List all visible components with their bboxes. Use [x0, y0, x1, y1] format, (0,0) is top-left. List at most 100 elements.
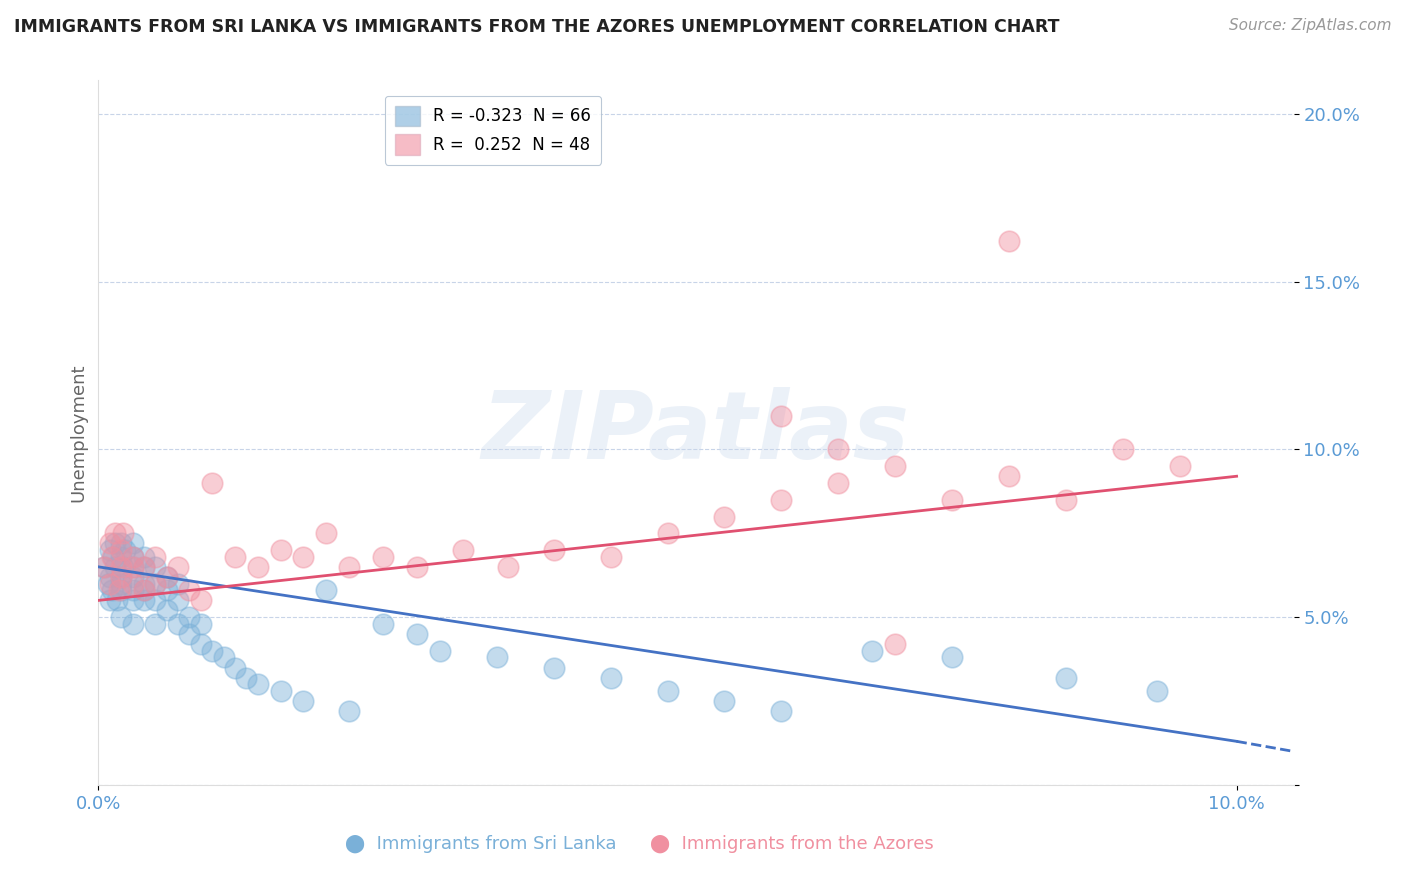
- Point: [156, 583, 179, 598]
- Point: [884, 459, 907, 474]
- Point: [143, 576, 166, 591]
- Point: [114, 543, 136, 558]
- Point: [110, 559, 132, 574]
- Point: [429, 644, 451, 658]
- Point: [121, 593, 143, 607]
- Point: [485, 650, 508, 665]
- Point: [132, 559, 155, 574]
- Point: [201, 644, 224, 658]
- Point: [167, 593, 190, 607]
- Point: [121, 570, 143, 584]
- Point: [98, 570, 121, 584]
- Point: [110, 536, 132, 550]
- Point: [406, 559, 429, 574]
- Point: [270, 684, 292, 698]
- Point: [337, 704, 360, 718]
- Point: [998, 469, 1021, 483]
- Point: [770, 492, 793, 507]
- Point: [713, 509, 735, 524]
- Point: [156, 570, 179, 584]
- Point: [599, 671, 621, 685]
- Point: [121, 583, 143, 598]
- Point: [246, 677, 269, 691]
- Point: [167, 559, 190, 574]
- Point: [1054, 492, 1077, 507]
- Point: [132, 583, 155, 598]
- Point: [292, 549, 315, 564]
- Point: [121, 559, 143, 574]
- Point: [371, 549, 394, 564]
- Point: [543, 543, 565, 558]
- Point: [224, 660, 246, 674]
- Point: [167, 616, 190, 631]
- Point: [143, 576, 166, 591]
- Point: [98, 536, 121, 550]
- Point: [190, 637, 212, 651]
- Point: [292, 694, 315, 708]
- Point: [1168, 459, 1191, 474]
- Point: [98, 543, 121, 558]
- Y-axis label: Unemployment: Unemployment: [69, 363, 87, 502]
- Point: [143, 549, 166, 564]
- Point: [246, 559, 269, 574]
- Point: [121, 576, 143, 591]
- Point: [212, 650, 235, 665]
- Point: [110, 570, 132, 584]
- Point: [93, 559, 115, 574]
- Point: [156, 603, 179, 617]
- Point: [371, 616, 394, 631]
- Point: [496, 559, 519, 574]
- Text: ⬤  Immigrants from the Azores: ⬤ Immigrants from the Azores: [650, 834, 934, 853]
- Point: [143, 559, 166, 574]
- Point: [315, 583, 337, 598]
- Point: [770, 704, 793, 718]
- Point: [112, 526, 135, 541]
- Point: [156, 570, 179, 584]
- Point: [110, 543, 132, 558]
- Point: [132, 559, 155, 574]
- Point: [827, 475, 849, 490]
- Point: [108, 583, 131, 598]
- Point: [1054, 671, 1077, 685]
- Text: ⬤  Immigrants from Sri Lanka: ⬤ Immigrants from Sri Lanka: [344, 834, 617, 853]
- Point: [98, 576, 121, 591]
- Point: [112, 559, 135, 574]
- Point: [1112, 442, 1135, 457]
- Point: [121, 616, 143, 631]
- Text: Source: ZipAtlas.com: Source: ZipAtlas.com: [1229, 18, 1392, 33]
- Point: [132, 583, 155, 598]
- Point: [121, 549, 143, 564]
- Point: [179, 627, 201, 641]
- Point: [110, 570, 132, 584]
- Legend: R = -0.323  N = 66, R =  0.252  N = 48: R = -0.323 N = 66, R = 0.252 N = 48: [385, 95, 600, 165]
- Point: [224, 549, 246, 564]
- Point: [104, 526, 127, 541]
- Point: [406, 627, 429, 641]
- Point: [190, 616, 212, 631]
- Point: [105, 593, 128, 607]
- Point: [101, 549, 124, 564]
- Point: [884, 637, 907, 651]
- Point: [179, 610, 201, 624]
- Point: [96, 576, 118, 591]
- Point: [998, 235, 1021, 249]
- Point: [103, 549, 125, 564]
- Point: [270, 543, 292, 558]
- Point: [110, 610, 132, 624]
- Point: [101, 583, 124, 598]
- Point: [315, 526, 337, 541]
- Point: [93, 559, 115, 574]
- Point: [770, 409, 793, 423]
- Point: [104, 536, 127, 550]
- Point: [235, 671, 257, 685]
- Point: [201, 475, 224, 490]
- Point: [657, 526, 679, 541]
- Point: [143, 616, 166, 631]
- Point: [98, 593, 121, 607]
- Point: [121, 549, 143, 564]
- Point: [110, 576, 132, 591]
- Point: [827, 442, 849, 457]
- Point: [143, 593, 166, 607]
- Text: ZIPatlas: ZIPatlas: [482, 386, 910, 479]
- Point: [1146, 684, 1168, 698]
